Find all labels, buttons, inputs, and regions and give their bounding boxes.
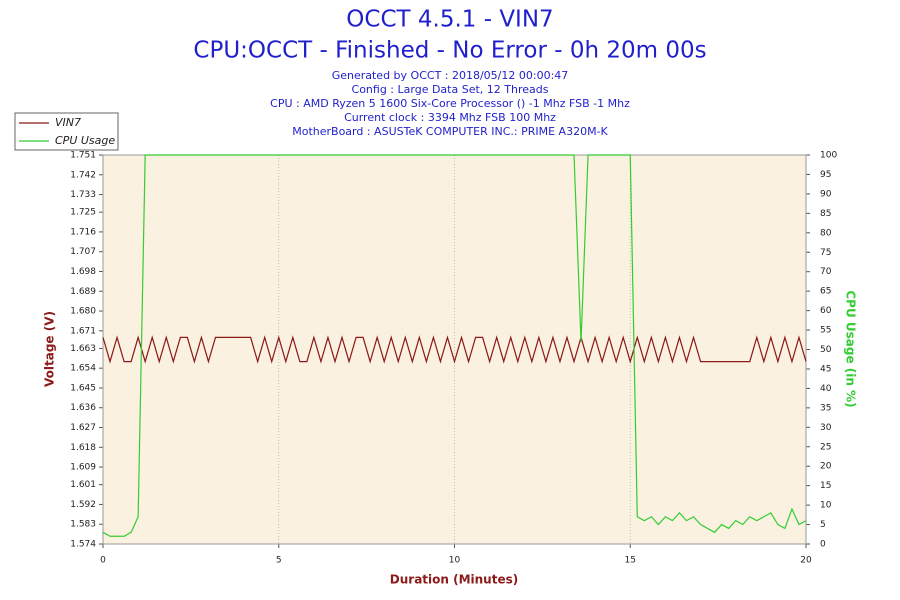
- y-tick-label: 1.689: [70, 287, 96, 297]
- y-tick-label: 1.698: [70, 267, 96, 277]
- info-line: Generated by OCCT : 2018/05/12 00:00:47: [332, 69, 569, 82]
- y2-tick-label: 40: [820, 384, 832, 394]
- y2-tick-label: 60: [820, 306, 832, 316]
- y-tick-label: 1.627: [70, 423, 96, 433]
- y-tick-label: 1.636: [70, 403, 96, 413]
- info-line: Current clock : 3394 Mhz FSB 100 Mhz: [344, 111, 556, 124]
- y2-tick-label: 30: [820, 423, 832, 433]
- y2-tick-label: 10: [820, 501, 832, 511]
- x-tick-label: 10: [449, 556, 461, 566]
- y2-tick-label: 65: [820, 287, 831, 297]
- y-tick-label: 1.671: [70, 326, 96, 336]
- y-tick-label: 1.592: [70, 500, 96, 510]
- y2-tick-label: 85: [820, 209, 831, 219]
- y-tick-label: 1.725: [70, 208, 96, 218]
- legend-label: VIN7: [55, 116, 81, 129]
- y-tick-label: 1.654: [70, 364, 96, 374]
- y2-tick-label: 5: [820, 520, 826, 530]
- x-tick-label: 0: [100, 556, 106, 566]
- y-tick-label: 1.680: [70, 307, 96, 317]
- y-tick-label: 1.733: [70, 190, 96, 200]
- y-tick-label: 1.645: [70, 383, 96, 393]
- y-tick-label: 1.707: [70, 247, 96, 257]
- y2-tick-label: 0: [820, 540, 826, 550]
- y2-tick-label: 15: [820, 481, 831, 491]
- y-tick-label: 1.663: [70, 344, 96, 354]
- y2-tick-label: 35: [820, 403, 831, 413]
- y-tick-label: 1.583: [70, 520, 96, 530]
- info-line: MotherBoard : ASUSTeK COMPUTER INC.: PRI…: [292, 125, 608, 138]
- series-line: [102, 335, 807, 364]
- y-tick-label: 1.618: [70, 443, 96, 453]
- y2-tick-label: 95: [820, 170, 831, 180]
- chart-title: OCCT 4.5.1 - VIN7: [346, 7, 553, 33]
- y2-tick-label: 50: [820, 345, 832, 355]
- x-axis-label: Duration (Minutes): [390, 573, 518, 587]
- x-tick-label: 5: [276, 556, 282, 566]
- chart-subtitle: CPU:OCCT - Finished - No Error - 0h 20m …: [193, 38, 706, 64]
- y2-tick-label: 75: [820, 248, 831, 258]
- info-line: Config : Large Data Set, 12 Threads: [352, 83, 549, 96]
- y2-tick-label: 20: [820, 462, 832, 472]
- y2-tick-label: 55: [820, 326, 831, 336]
- y2-axis-label: CPU Usage (in %): [844, 290, 858, 407]
- x-tick-label: 15: [625, 556, 636, 566]
- y-tick-label: 1.751: [70, 151, 96, 161]
- legend-label: CPU Usage: [55, 134, 115, 147]
- info-line: CPU : AMD Ryzen 5 1600 Six-Core Processo…: [270, 97, 630, 110]
- y-tick-label: 1.742: [70, 170, 96, 180]
- y2-tick-label: 25: [820, 442, 831, 452]
- y-tick-label: 1.601: [70, 480, 96, 490]
- y2-tick-label: 45: [820, 364, 831, 374]
- y2-tick-label: 90: [820, 189, 832, 199]
- x-tick-label: 20: [800, 556, 812, 566]
- y-tick-label: 1.609: [70, 463, 96, 473]
- y-tick-label: 1.574: [70, 540, 96, 550]
- y2-tick-label: 80: [820, 228, 832, 238]
- y2-tick-label: 70: [820, 267, 832, 277]
- legend-box: [14, 112, 119, 151]
- y-tick-label: 1.716: [70, 227, 96, 237]
- series-line: [102, 154, 807, 537]
- y2-tick-label: 100: [820, 151, 837, 161]
- y-axis-label: Voltage (V): [43, 311, 57, 387]
